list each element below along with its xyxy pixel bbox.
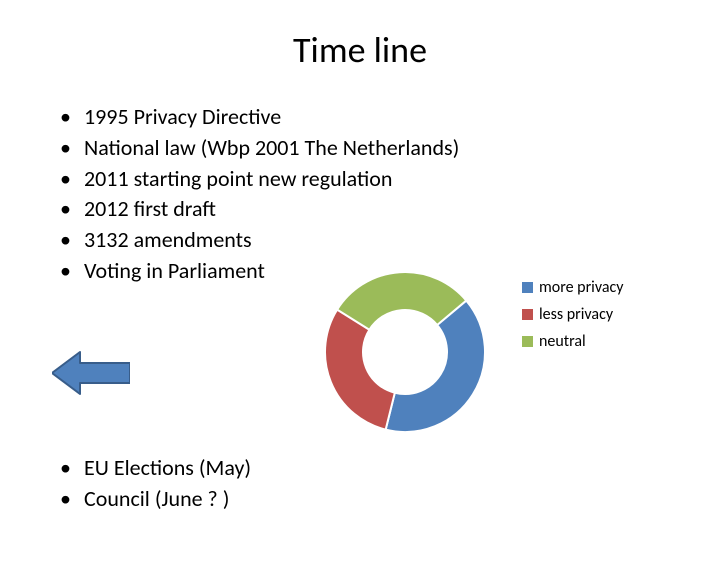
legend-label: neutral: [539, 332, 586, 351]
legend-label: more privacy: [539, 278, 623, 297]
legend-swatch: [522, 282, 533, 293]
bullet-item: National law (Wbp 2001 The Netherlands): [60, 133, 720, 164]
bullet-item: 2011 starting point new regulation: [60, 164, 720, 195]
legend-swatch: [522, 309, 533, 320]
legend-label: less privacy: [539, 305, 613, 324]
bullet-item: 3132 amendments: [60, 225, 720, 256]
bullet-item: Council (June ? ): [60, 484, 251, 515]
bullet-item: 2012 first draft: [60, 194, 720, 225]
bullet-item: 1995 Privacy Directive: [60, 102, 720, 133]
bullet-list-lower: EU Elections (May) Council (June ? ): [60, 453, 251, 515]
left-arrow-icon: [52, 350, 130, 401]
legend-item: less privacy: [522, 305, 623, 324]
donut-chart: [305, 262, 505, 442]
bullet-list-upper: 1995 Privacy Directive National law (Wbp…: [60, 102, 720, 287]
legend-item: more privacy: [522, 278, 623, 297]
chart-legend: more privacy less privacy neutral: [522, 278, 623, 359]
legend-swatch: [522, 336, 533, 347]
legend-item: neutral: [522, 332, 623, 351]
page-title: Time line: [0, 28, 720, 72]
bullet-item: EU Elections (May): [60, 453, 251, 484]
